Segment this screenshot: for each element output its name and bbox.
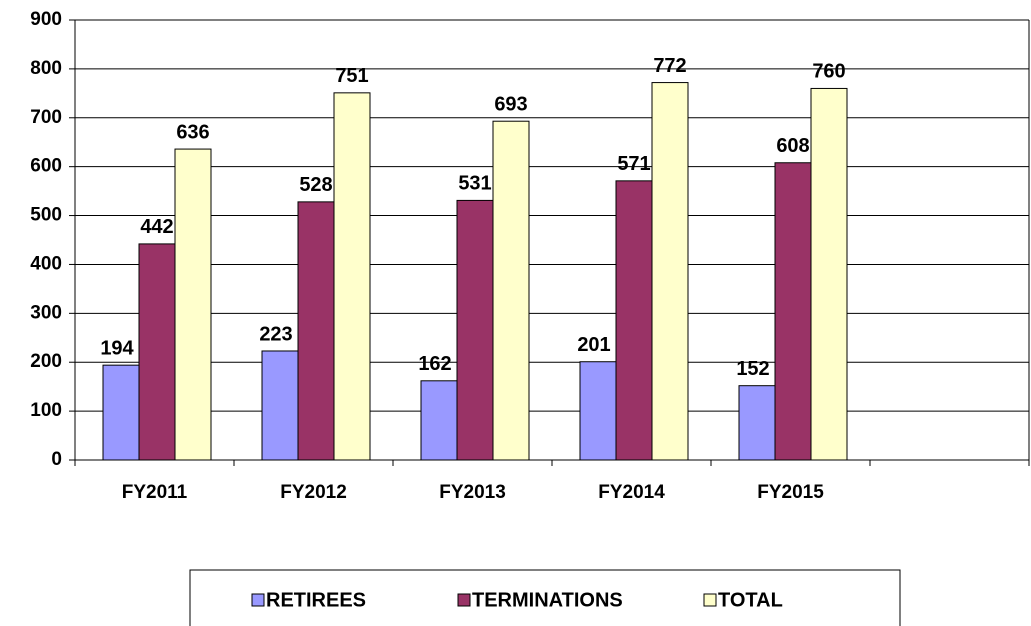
y-tick-label: 800 [30, 58, 62, 79]
legend-swatch [251, 593, 265, 607]
data-label: 223 [259, 323, 292, 345]
data-label: 772 [653, 55, 686, 77]
data-label: 162 [418, 353, 451, 375]
y-tick-label: 400 [30, 253, 62, 274]
x-tick-label: FY2011 [122, 482, 188, 503]
bar [138, 243, 176, 461]
data-label: 608 [776, 135, 809, 157]
y-tick-label: 100 [30, 400, 62, 421]
y-tick-label: 900 [30, 9, 62, 30]
bar [651, 82, 689, 461]
data-label: 152 [736, 358, 769, 380]
legend-swatch [457, 593, 471, 607]
bar [579, 361, 617, 461]
y-tick-label: 500 [30, 205, 62, 226]
legend-label: TERMINATIONS [472, 589, 623, 611]
y-tick-label: 700 [30, 107, 62, 128]
bar [420, 380, 458, 461]
data-label: 194 [100, 337, 134, 359]
bar [492, 120, 530, 461]
y-tick-label: 600 [30, 156, 62, 177]
data-label: 528 [299, 174, 332, 196]
data-label: 571 [617, 153, 650, 175]
bar [174, 148, 212, 461]
data-label: 693 [494, 93, 527, 115]
bar [261, 350, 299, 461]
data-label: 442 [140, 216, 173, 238]
y-tick-label: 0 [51, 449, 62, 470]
data-label: 531 [458, 173, 491, 195]
legend-label: TOTAL [718, 589, 783, 611]
y-tick-label: 200 [30, 351, 62, 372]
bar [102, 364, 140, 461]
bar [333, 92, 371, 461]
legend-label: RETIREES [266, 589, 366, 611]
bar [774, 162, 812, 461]
legend-box [189, 569, 901, 626]
data-label: 201 [577, 334, 610, 356]
bar [738, 385, 776, 461]
data-label: 760 [812, 61, 845, 83]
x-tick-label: FY2014 [598, 482, 665, 503]
data-label: 751 [335, 65, 368, 87]
data-label: 636 [176, 121, 209, 143]
legend-swatch [703, 593, 717, 607]
x-tick-label: FY2013 [439, 482, 506, 503]
x-tick-label: FY2015 [757, 482, 824, 503]
y-tick-label: 300 [30, 302, 62, 323]
bar [456, 199, 494, 461]
bar [297, 201, 335, 461]
x-tick-label: FY2012 [280, 482, 347, 503]
bar [615, 180, 653, 461]
bar [810, 87, 848, 461]
